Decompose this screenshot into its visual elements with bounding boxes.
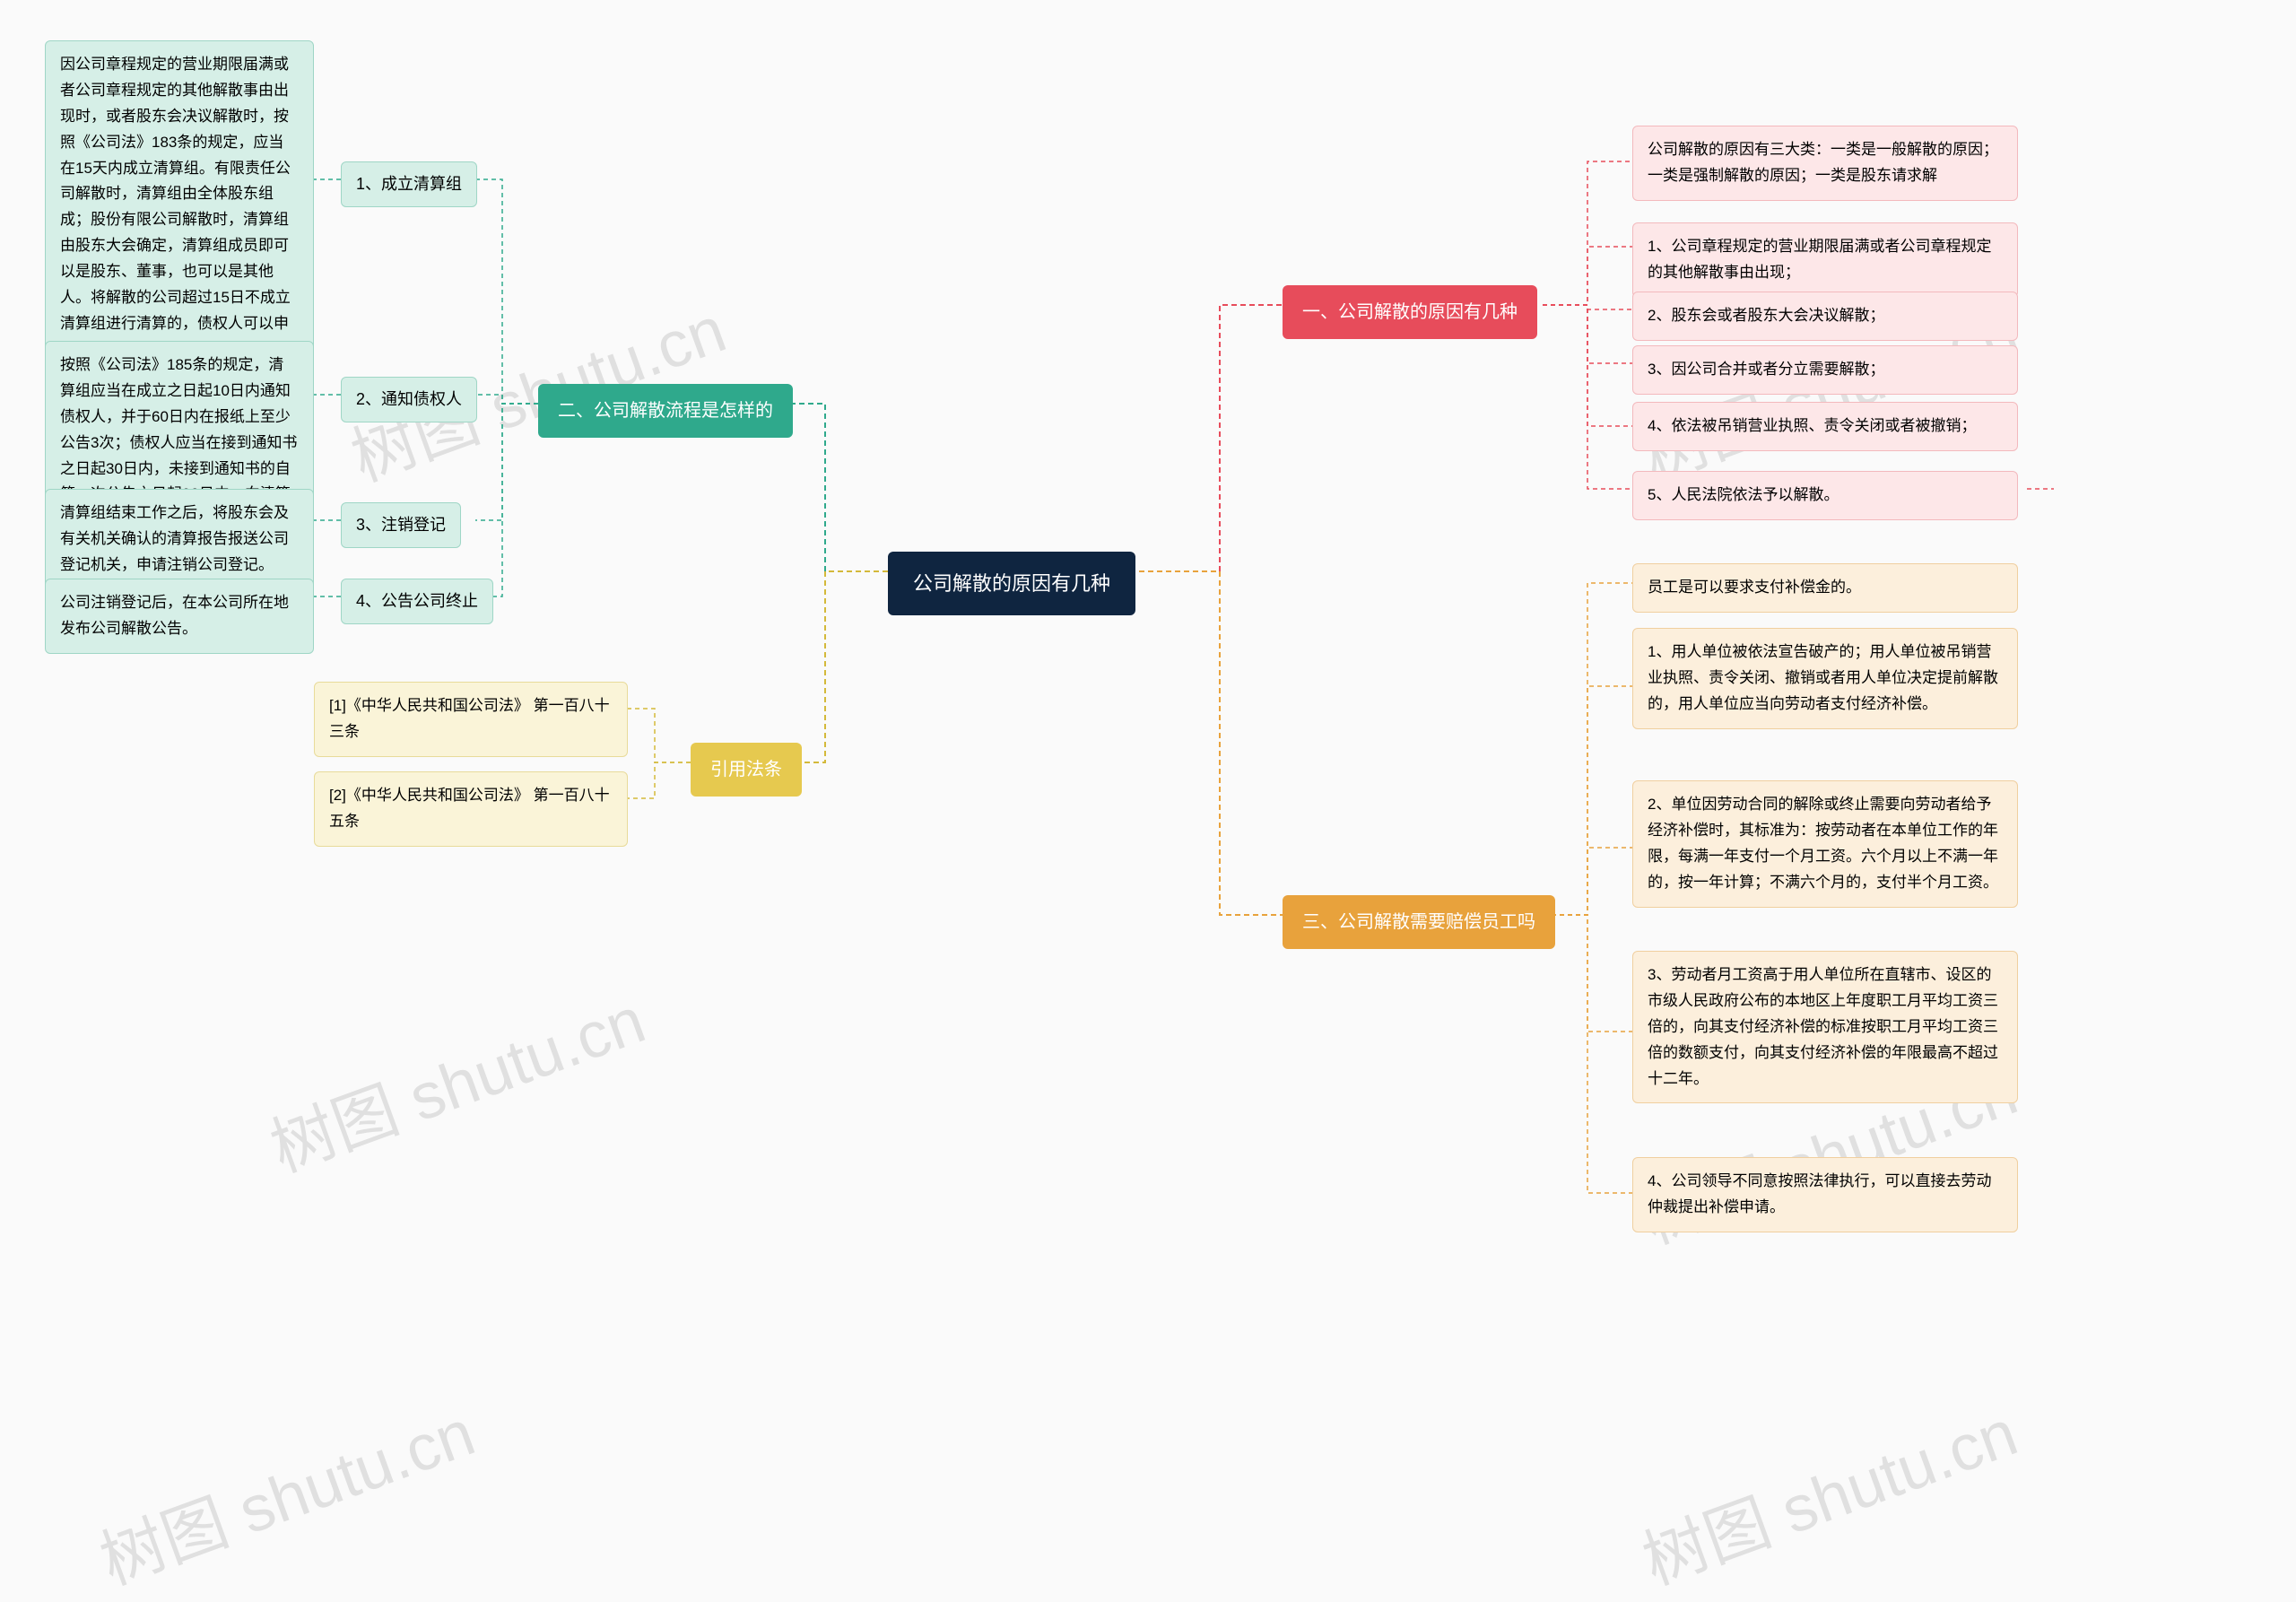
branch-1-leaf: 公司解散的原因有三大类：一类是一般解散的原因；一类是强制解散的原因；一类是股东请… <box>1632 126 2018 201</box>
branch-4-leaf: [2]《中华人民共和国公司法》 第一百八十五条 <box>314 771 628 847</box>
center-node: 公司解散的原因有几种 <box>888 552 1135 615</box>
watermark: 树图 shutu.cn <box>85 1380 485 1602</box>
branch-3-leaf: 4、公司领导不同意按照法律执行，可以直接去劳动仲裁提出补偿申请。 <box>1632 1157 2018 1232</box>
branch-1-leaf: 3、因公司合并或者分立需要解散； <box>1632 345 2018 395</box>
branch-3-leaf: 2、单位因劳动合同的解除或终止需要向劳动者给予经济补偿时，其标准为：按劳动者在本… <box>1632 780 2018 908</box>
branch-2-sub: 3、注销登记 <box>341 502 461 548</box>
branch-2-sub: 1、成立清算组 <box>341 161 477 207</box>
branch-3-leaf: 员工是可以要求支付补偿金的。 <box>1632 563 2018 613</box>
branch-1-leaf: 4、依法被吊销营业执照、责令关闭或者被撤销； <box>1632 402 2018 451</box>
branch-2-sub: 2、通知债权人 <box>341 377 477 422</box>
watermark: 树图 shutu.cn <box>1628 1380 2028 1602</box>
branch-1-leaf: 1、公司章程规定的营业期限届满或者公司章程规定的其他解散事由出现； <box>1632 222 2018 298</box>
branch-3-leaf: 3、劳动者月工资高于用人单位所在直辖市、设区的市级人民政府公布的本地区上年度职工… <box>1632 951 2018 1103</box>
branch-4-leaf: [1]《中华人民共和国公司法》 第一百八十三条 <box>314 682 628 757</box>
branch-3: 三、公司解散需要赔偿员工吗 <box>1283 895 1555 949</box>
branch-1: 一、公司解散的原因有几种 <box>1283 285 1537 339</box>
branch-2-sub: 4、公告公司终止 <box>341 579 493 624</box>
branch-1-leaf: 2、股东会或者股东大会决议解散； <box>1632 292 2018 341</box>
branch-2-detail: 公司注销登记后，在本公司所在地发布公司解散公告。 <box>45 579 314 654</box>
branch-3-leaf: 1、用人单位被依法宣告破产的；用人单位被吊销营业执照、责令关闭、撤销或者用人单位… <box>1632 628 2018 729</box>
branch-2: 二、公司解散流程是怎样的 <box>538 384 793 438</box>
branch-4: 引用法条 <box>691 743 802 797</box>
branch-2-detail: 清算组结束工作之后，将股东会及有关机关确认的清算报告报送公司登记机关，申请注销公… <box>45 489 314 590</box>
branch-1-leaf: 5、人民法院依法予以解散。 <box>1632 471 2018 520</box>
watermark: 树图 shutu.cn <box>256 968 656 1190</box>
